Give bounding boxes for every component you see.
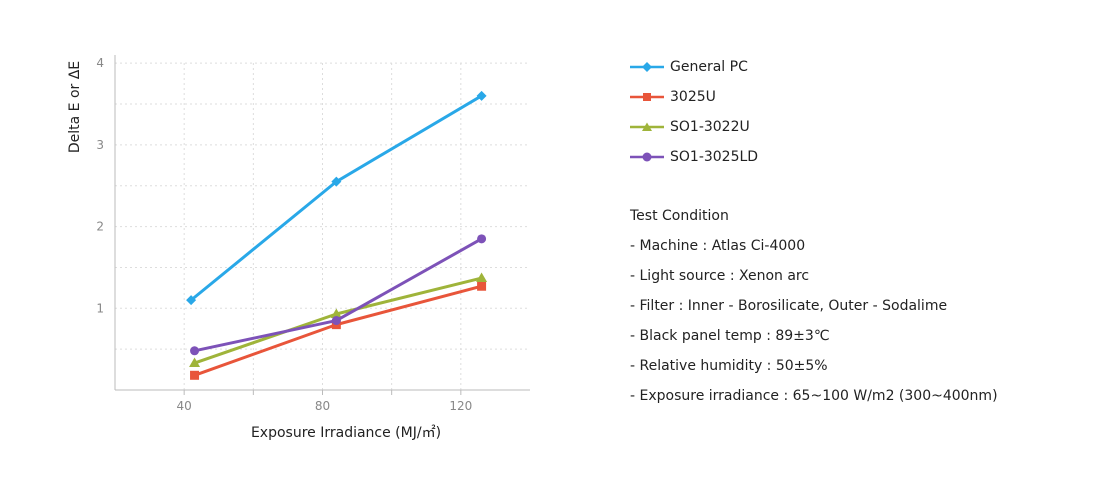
series-so1-3025ld	[190, 234, 487, 356]
x-axis-title: Exposure Irradiance (MJ/㎡)	[251, 425, 441, 441]
data-point-general-pc	[186, 295, 197, 306]
legend-swatch-general-pc	[630, 62, 664, 72]
series-line-general-pc	[190, 94, 483, 302]
legend-item-general-pc: General PC	[630, 52, 758, 82]
legend-label: SO1-3022U	[670, 119, 750, 135]
legend-swatch-3025u	[630, 93, 664, 101]
y-tick-label: 2	[96, 220, 104, 234]
condition-light-source: - Light source : Xenon arc	[630, 268, 810, 284]
test-conditions: Test Condition - Machine : Atlas Ci-4000…	[630, 204, 998, 414]
condition-filter: - Filter : Inner - Borosilicate, Outer -…	[630, 298, 948, 314]
series-general-pc	[186, 90, 487, 306]
condition-relative-humidity: - Relative humidity : 50±5%	[630, 358, 828, 374]
data-point-general-pc	[331, 176, 342, 187]
data-point-so1-3022u	[476, 272, 488, 283]
grid	[115, 62, 530, 395]
legend-item-so1-3022u: SO1-3022U	[630, 112, 758, 142]
data-point-3025u	[190, 370, 200, 380]
series	[186, 90, 488, 380]
x-tick-label: 120	[449, 399, 472, 413]
series-3025u	[190, 281, 487, 380]
condition-machine: - Machine : Atlas Ci-4000	[630, 238, 806, 254]
legend-label: General PC	[670, 59, 748, 75]
conditions-title: Test Condition	[630, 208, 729, 224]
data-point-so1-3025ld	[477, 234, 487, 244]
data-point-so1-3022u	[189, 357, 201, 368]
legend-item-so1-3025ld: SO1-3025LD	[630, 142, 758, 172]
series-so1-3022u	[189, 272, 488, 368]
legend: General PC 3025U SO1-3022U SO1-3025LD	[630, 52, 758, 172]
data-point-so1-3025ld	[331, 316, 341, 326]
x-tick-label: 40	[177, 399, 192, 413]
data-point-general-pc	[476, 90, 487, 101]
tick-labels: 40 80 120 1 2 3 4	[96, 56, 472, 413]
legend-label: 3025U	[670, 89, 716, 105]
condition-black-panel-temp: - Black panel temp : 89±3℃	[630, 328, 830, 344]
data-point-3025u	[477, 281, 487, 291]
legend-label: SO1-3025LD	[670, 149, 759, 165]
x-tick-label: 80	[315, 399, 330, 413]
y-tick-label: 4	[96, 56, 104, 70]
condition-exposure-irradiance: - Exposure irradiance : 65~100 W/m2 (300…	[630, 388, 998, 404]
y-tick-label: 1	[96, 301, 104, 315]
legend-item-3025u: 3025U	[630, 82, 758, 112]
series-line-so1-3025ld	[194, 237, 483, 353]
legend-swatch-so1-3022u	[630, 122, 664, 131]
series-line-3025u	[194, 284, 482, 377]
data-point-so1-3022u	[330, 308, 342, 319]
data-point-so1-3025ld	[190, 346, 200, 356]
y-axis-title: Delta E or ΔE	[67, 61, 83, 153]
y-tick-label: 3	[96, 138, 104, 152]
legend-swatch-so1-3025ld	[630, 152, 664, 162]
axes	[114, 55, 530, 391]
